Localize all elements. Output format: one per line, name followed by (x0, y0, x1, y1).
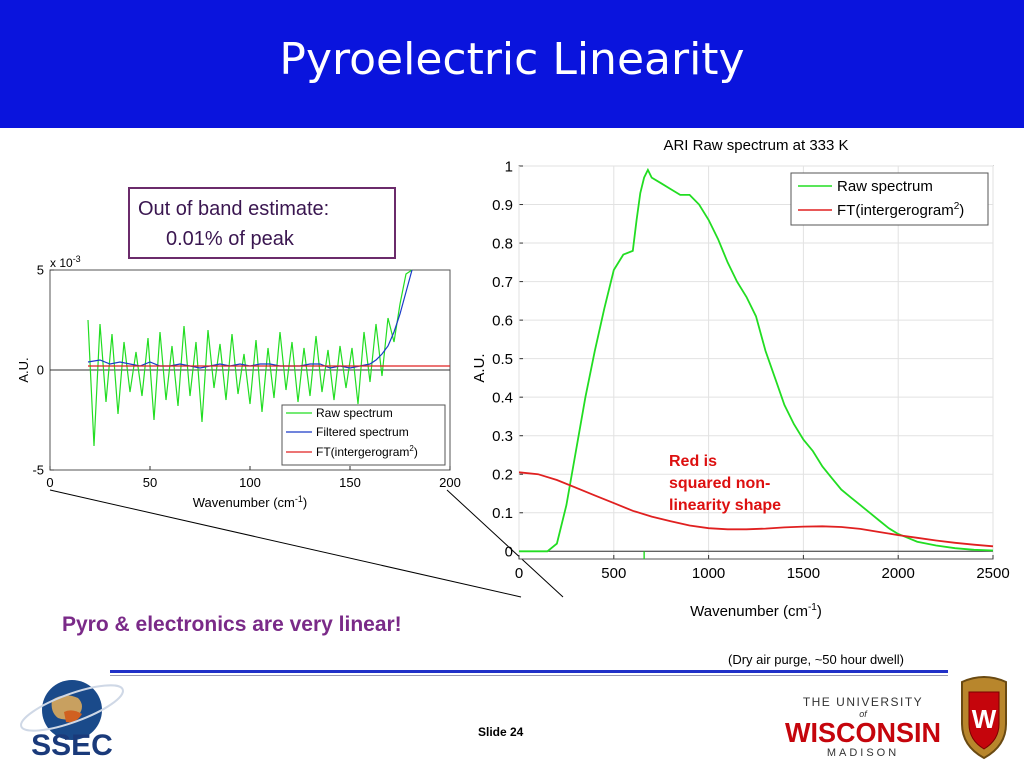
y-tick-label: 0 (505, 544, 513, 561)
main-spectrum-chart: 0 0.1 0.2 0.3 0.4 0.5 0.6 0.7 0.8 0.9 1 0 500 1000 150… (471, 137, 1010, 620)
ssec-logo: SSEC (20, 680, 124, 762)
y-multiplier: x 10-3 (50, 254, 81, 270)
y-tick-label: 0.3 (492, 428, 513, 445)
annotation-line-3: linearity shape (669, 497, 781, 514)
legend-ft: FT(intergerogram2) (837, 201, 964, 219)
x-tick-label: 1000 (692, 565, 725, 582)
wordmark-line-1: THE UNIVERSITY (803, 695, 923, 709)
wordmark-line-2: of (859, 709, 868, 719)
x-tick-label: 200 (439, 475, 461, 490)
y-tick-label: 0.4 (492, 389, 513, 406)
y-tick-label: 0.9 (492, 197, 513, 214)
y-tick-label: 0.7 (492, 274, 513, 291)
legend-filtered: Filtered spectrum (316, 425, 409, 439)
annotation-line-1: Red is (669, 453, 717, 470)
callout-box (128, 187, 396, 259)
y-tick-label: 0.6 (492, 312, 513, 329)
legend-raw: Raw spectrum (316, 406, 393, 420)
uw-madison-wordmark: THE UNIVERSITY of WISCONSIN MADISON (785, 695, 941, 759)
annotation: Red is squared non- linearity shape (669, 453, 781, 514)
legend-box (281, 404, 446, 466)
x-tick-label: 0 (515, 565, 523, 582)
y-tick-label: 0 (37, 363, 44, 378)
ssec-wordmark: SSEC (31, 729, 113, 762)
x-tick-label: 150 (339, 475, 361, 490)
title-bar (0, 0, 1024, 128)
y-tick-label: 0.8 (492, 235, 513, 252)
y-tick-label: 1 (505, 158, 513, 175)
legend: Raw spectrum FT(intergerogram2) (790, 172, 989, 226)
chart-title: ARI Raw spectrum at 333 K (663, 137, 848, 154)
slide-number: Slide 24 (478, 725, 524, 739)
footnote: (Dry air purge, ~50 hour dwell) (728, 652, 904, 667)
uw-crest: W (961, 676, 1007, 760)
wordmark-line-3: WISCONSIN (785, 717, 941, 748)
series-line-raw-spectrum (519, 167, 994, 553)
x-tick-label: 2000 (882, 565, 915, 582)
slide-title: Pyroelectric Linearity (279, 34, 745, 85)
x-tick-label: 2500 (976, 565, 1009, 582)
y-tick-label: 0.5 (492, 351, 513, 368)
divider-grey (110, 675, 948, 676)
divider-blue (110, 670, 948, 673)
crest-letter: W (972, 704, 997, 734)
callout-line-1: Out of band estimate: (138, 198, 330, 220)
y-tick-label: -5 (32, 463, 44, 478)
y-axis-label: A.U. (471, 353, 488, 382)
wordmark-line-4: MADISON (827, 747, 899, 759)
series-line-raw-spectrum (87, 269, 413, 447)
plot-frame (518, 165, 994, 560)
legend: Raw spectrum Filtered spectrum FT(interg… (281, 404, 446, 466)
y-tick-label: 5 (37, 263, 44, 278)
x-tick-label: 100 (239, 475, 261, 490)
orbit-ring (20, 684, 124, 732)
legend-ft: FT(intergerogram2) (316, 444, 418, 459)
x-axis-label: Wavenumber (cm-1) (193, 494, 307, 510)
x-tick-label: 50 (143, 475, 157, 490)
x-axis-label: Wavenumber (cm-1) (690, 602, 822, 620)
legend-raw: Raw spectrum (837, 178, 933, 195)
series-line-filtered-spectrum (87, 269, 413, 369)
crest-shield (968, 691, 1000, 750)
headline-text: Pyro & electronics are very linear! (62, 613, 402, 636)
series-line-ft-intergerogram2- (518, 471, 994, 548)
y-tick-label: 0.2 (492, 466, 513, 483)
callout-line-2: 0.01% of peak (166, 228, 294, 250)
y-tick-label: 0.1 (492, 505, 513, 522)
annotation-line-2: squared non- (669, 475, 770, 492)
legend-box (790, 172, 989, 226)
y-axis-label: A.U. (16, 357, 31, 382)
x-tick-label: 0 (46, 475, 53, 490)
continent-shape (64, 710, 82, 723)
x-tick-label: 1500 (787, 565, 820, 582)
x-tick-label: 500 (601, 565, 626, 582)
